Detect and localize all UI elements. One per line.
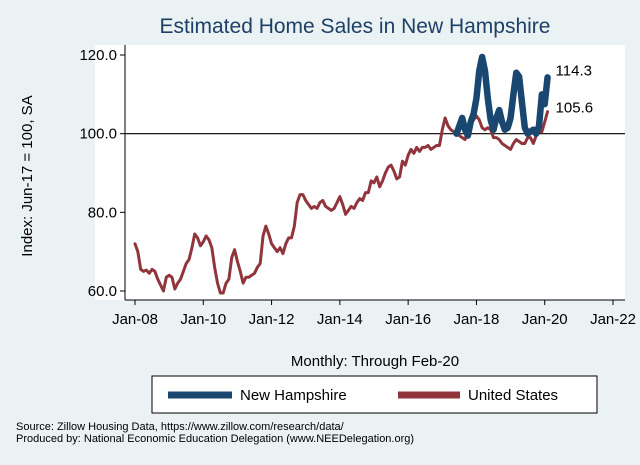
series-layer	[133, 53, 551, 295]
series-line-united-states	[133, 110, 550, 295]
x-tick-label: Jan-10	[180, 311, 226, 328]
y-tick-label: 80.0	[88, 204, 117, 221]
end-label-new-hampshire: 114.3	[556, 62, 592, 79]
legend-label-united-states: United States	[468, 387, 558, 404]
x-tick-label: Jan-16	[385, 311, 431, 328]
end-labels: 114.3 105.6	[556, 62, 594, 116]
y-tick-label: 60.0	[88, 283, 117, 300]
y-axis-label: Index: Jun-17 = 100, SA	[19, 95, 36, 256]
source-note: Source: Zillow Housing Data, https://www…	[16, 421, 345, 433]
x-tick-label: Jan-12	[249, 311, 295, 328]
legend-label-new-hampshire: New Hampshire	[240, 387, 347, 404]
series-line-new-hampshire	[453, 53, 551, 139]
x-tick-label: Jan-08	[112, 311, 158, 328]
x-tick-label: Jan-22	[590, 311, 636, 328]
y-tick-label: 100.0	[79, 126, 117, 143]
x-tick-label: Jan-20	[522, 311, 568, 328]
x-axis: Jan-08 Jan-10 Jan-12 Jan-14 Jan-16 Jan-18 Jan-…	[112, 299, 636, 328]
y-axis: 60.0 80.0 100.0 120.0	[79, 45, 126, 300]
plot-area	[95, 45, 625, 300]
produced-by-note: Produced by: National Economic Education…	[16, 433, 414, 445]
x-tick-label: Jan-18	[453, 311, 499, 328]
x-axis-label: Monthly: Through Feb-20	[291, 353, 459, 370]
x-tick-label: Jan-14	[317, 311, 363, 328]
chart-title: Estimated Home Sales in New Hampshire	[160, 15, 551, 38]
y-tick-label: 120.0	[79, 47, 117, 64]
end-label-united-states: 105.6	[556, 100, 594, 117]
